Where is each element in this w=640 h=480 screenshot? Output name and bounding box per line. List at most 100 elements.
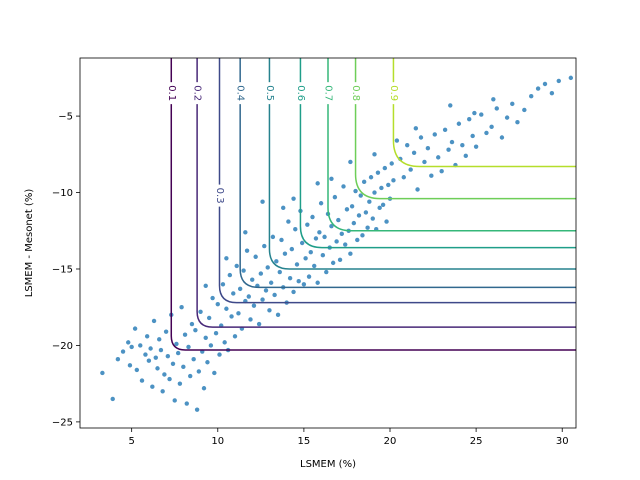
- scatter-point: [329, 176, 334, 181]
- scatter-point: [194, 407, 200, 412]
- scatter-point: [318, 201, 324, 206]
- contour-label: 0.4: [235, 85, 246, 101]
- contour-label: 0.1: [166, 85, 177, 101]
- scatter-point: [484, 130, 489, 136]
- scatter-point: [339, 231, 344, 237]
- scatter-point: [272, 292, 277, 298]
- scatter-point: [411, 150, 417, 155]
- scatter-point: [515, 120, 520, 125]
- scatter-point: [177, 381, 183, 386]
- x-tick-label: 20: [384, 436, 397, 447]
- scatter-point: [299, 240, 305, 246]
- scatter-point: [460, 142, 465, 148]
- y-tick-label: −10: [52, 188, 73, 199]
- scatter-point: [127, 363, 133, 368]
- scatter-point: [100, 370, 105, 376]
- scatter-point: [262, 243, 267, 249]
- contour-0.9: 0.9: [388, 58, 576, 168]
- scatter-point: [286, 219, 291, 224]
- scatter-point: [439, 168, 444, 174]
- contour-line-segment: [239, 104, 576, 289]
- scatter-point: [522, 107, 527, 113]
- scatter-point: [206, 315, 212, 321]
- scatter-point: [456, 121, 462, 126]
- scatter-point: [126, 340, 131, 345]
- y-axis-label: LSMEM - Mesonet (%): [24, 189, 35, 298]
- y-tick-label: −25: [52, 417, 73, 428]
- scatter-point: [268, 280, 274, 285]
- scatter-point: [568, 75, 574, 81]
- scatter-point: [489, 124, 494, 130]
- scatter-point: [208, 343, 214, 348]
- scatter-point: [229, 314, 234, 319]
- scatter-point: [394, 138, 400, 143]
- contour-line-segment: [196, 104, 576, 328]
- scatter-point: [201, 386, 207, 391]
- scatter-point: [479, 112, 484, 117]
- scatter-point: [281, 205, 286, 211]
- scatter-point: [150, 384, 155, 389]
- scatter-point: [260, 297, 265, 302]
- scatter-point: [198, 309, 203, 315]
- scatter-point: [542, 81, 548, 87]
- scatter-point: [330, 260, 336, 266]
- scatter-point: [341, 184, 346, 189]
- contour-label: 0.9: [388, 85, 399, 101]
- contour-lines: 0.1 0.2 0.3 0.4 0.5 0.6 0.7 0.8 0.9: [166, 58, 576, 351]
- scatter-point: [384, 219, 389, 224]
- contour-0.3: 0.3: [214, 58, 576, 304]
- x-tick-label: 15: [298, 436, 311, 447]
- x-tick-label: 5: [128, 436, 134, 447]
- x-axis-ticks: 5 10 15 20 25 30: [128, 428, 569, 447]
- scatter-point: [129, 344, 134, 350]
- scatter-point: [372, 190, 377, 195]
- scatter-point: [265, 265, 270, 270]
- contour-line-segment: [327, 104, 576, 232]
- scatter-point: [181, 364, 186, 370]
- scatter-point: [322, 234, 327, 240]
- scatter-point: [115, 356, 121, 362]
- scatter-point: [556, 78, 561, 84]
- scatter-point: [320, 253, 326, 258]
- scatter-point: [144, 334, 150, 339]
- scatter-point: [472, 110, 477, 116]
- scatter-point: [282, 251, 288, 256]
- scatter-point: [203, 283, 208, 289]
- contour-0.7: 0.7: [323, 58, 576, 232]
- scatter-point: [256, 321, 262, 327]
- scatter-point: [375, 170, 381, 175]
- scatter-point: [110, 396, 115, 402]
- contour-label: 0.7: [323, 85, 334, 101]
- scatter-point: [310, 214, 315, 220]
- scatter-point: [163, 329, 169, 334]
- scatter-point: [224, 256, 229, 261]
- scatter-point: [363, 210, 369, 215]
- scatter-point: [379, 185, 384, 191]
- scatter-point: [344, 207, 350, 212]
- scatter-point: [146, 358, 152, 363]
- scatter-point: [210, 295, 215, 301]
- scatter-point: [473, 144, 479, 149]
- scatter-point: [220, 282, 226, 287]
- scatter-point: [315, 181, 320, 186]
- scatter-point: [422, 159, 427, 165]
- scatter-point: [244, 248, 250, 253]
- scatter-point: [291, 196, 296, 201]
- scatter-point: [191, 356, 196, 362]
- scatter-point: [348, 251, 353, 256]
- scatter-point: [380, 202, 386, 207]
- scatter-point: [463, 153, 468, 159]
- scatter-point: [215, 301, 220, 307]
- scatter-points: [100, 75, 574, 412]
- scatter-point: [157, 337, 162, 342]
- scatter-point: [134, 367, 140, 373]
- scatter-point: [368, 175, 374, 180]
- scatter-point: [336, 217, 341, 223]
- scatter-point: [448, 103, 453, 108]
- scatter-point: [529, 94, 534, 99]
- scatter-point: [306, 274, 312, 279]
- scatter-point: [189, 321, 195, 327]
- scatter-point: [348, 159, 353, 165]
- scatter-point: [370, 216, 375, 221]
